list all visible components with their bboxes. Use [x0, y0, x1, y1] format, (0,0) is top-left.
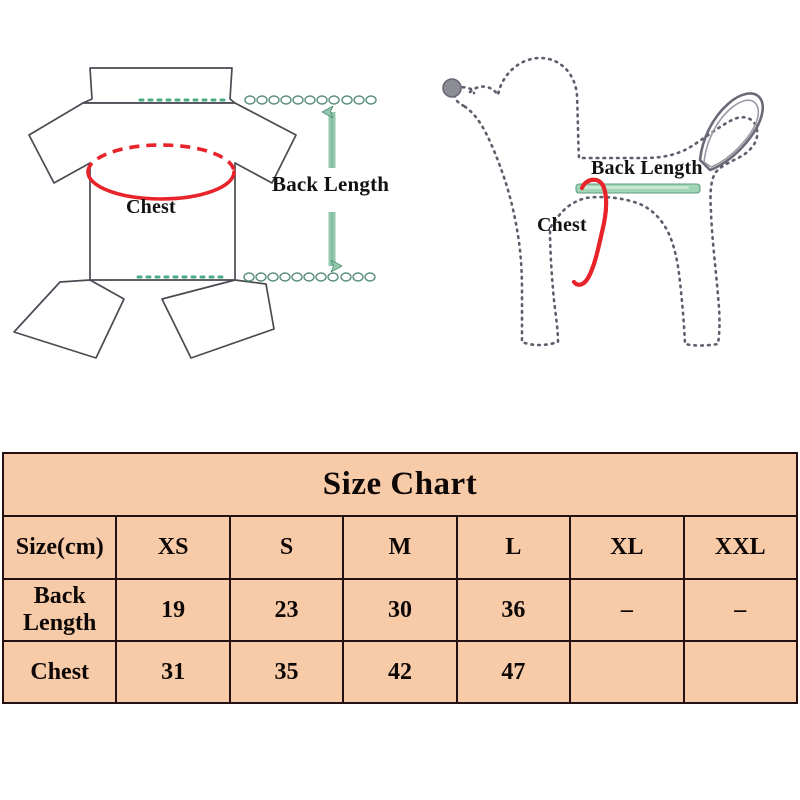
size-chart-table-wrapper: Size Chart Size(cm) XS S M L XL XXL Back… [1, 452, 799, 704]
shirt-chest-ellipse [86, 143, 236, 201]
size-chart-title: Size Chart [2, 452, 798, 517]
shirt-measure-guides [136, 95, 377, 282]
row-header-back-length: Back Length [1, 578, 118, 642]
cell-chest-l: 47 [455, 640, 572, 704]
dog-tail [698, 92, 764, 172]
table-row: Back Length 19 23 30 36 – – [1, 578, 799, 642]
cell-back-length-xl: – [569, 578, 685, 642]
cell-back-length-l: 36 [455, 578, 572, 642]
column-header-xxl: XXL [682, 515, 799, 580]
dog-nose-icon [442, 78, 462, 98]
column-header-xs: XS [115, 515, 231, 580]
cell-chest-m: 42 [342, 640, 458, 704]
shirt-chest-label: Chest [126, 196, 176, 218]
column-header-s: S [228, 515, 345, 580]
row-header-chest: Chest [1, 640, 118, 704]
table-row: Chest 31 35 42 47 [1, 640, 799, 704]
shirt-body-outline [28, 102, 297, 281]
dog-back-length-label: Back Length [591, 157, 703, 179]
cell-back-length-xxl: – [682, 578, 799, 642]
dog-back-length-bar [575, 183, 701, 194]
shirt-back-length-label: Back Length [272, 172, 390, 196]
shirt-left-leg [13, 279, 125, 359]
measurement-diagrams: Chest Back Length [13, 56, 764, 359]
shirt-right-leg [161, 279, 275, 359]
column-header-l: L [455, 515, 572, 580]
table-header-row: Size(cm) XS S M L XL XXL [1, 515, 799, 580]
cell-chest-xl [569, 640, 685, 704]
dog-outline [453, 56, 759, 347]
dog-chest-curve [571, 177, 609, 287]
cell-back-length-m: 30 [342, 578, 458, 642]
column-header-m: M [342, 515, 458, 580]
dog-chest-label: Chest [537, 214, 587, 236]
cell-chest-s: 35 [228, 640, 345, 704]
shirt-collar [82, 67, 236, 104]
cell-chest-xs: 31 [115, 640, 231, 704]
dog-diagram [442, 56, 764, 347]
cell-back-length-xs: 19 [115, 578, 231, 642]
cell-back-length-s: 23 [228, 578, 345, 642]
shirt-diagram [13, 67, 377, 359]
column-header-xl: XL [569, 515, 685, 580]
column-header-size: Size(cm) [1, 515, 118, 580]
cell-chest-xxl [682, 640, 799, 704]
table-title-row: Size Chart [2, 452, 798, 517]
size-chart-table: Size Chart Size(cm) XS S M L XL XXL Back… [1, 452, 799, 704]
